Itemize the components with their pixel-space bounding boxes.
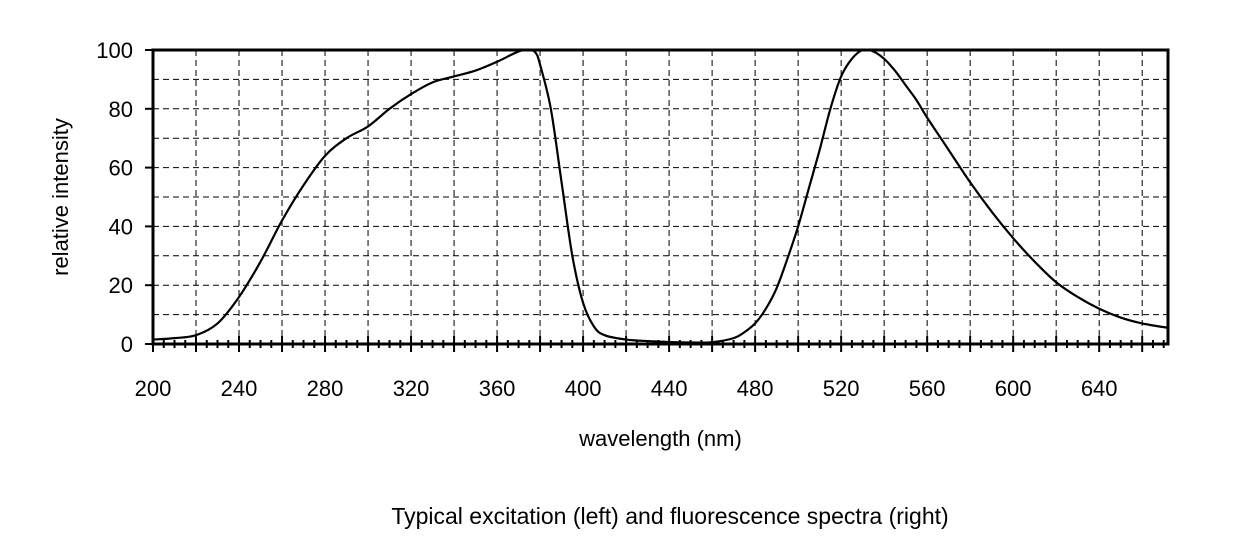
plot-frame [151,48,1170,346]
grid-lines [153,50,1168,344]
x-tick-label: 600 [995,376,1032,401]
x-tick-label: 560 [909,376,946,401]
curves [151,48,1170,344]
x-tick-label: 520 [823,376,860,401]
minor-ticks [145,49,1165,352]
x-tick-label: 640 [1081,376,1118,401]
y-tick-label: 40 [109,214,133,239]
x-axis-label: wavelength (nm) [578,426,742,451]
y-tick-label: 80 [109,97,133,122]
x-tick-labels: 200 240 280 320 360 400 440 480 520 560 600 640 [135,376,1118,401]
x-tick-label: 360 [479,376,516,401]
x-tick-label: 400 [565,376,602,401]
y-axis-label: relative intensity [48,118,73,276]
x-tick-label: 240 [221,376,258,401]
x-tick-label: 280 [307,376,344,401]
chart-caption: Typical excitation (left) and fluorescen… [391,503,948,529]
y-tick-label: 20 [109,273,133,298]
x-tick-label: 440 [651,376,688,401]
x-tick-label: 480 [737,376,774,401]
x-tick-label: 320 [393,376,430,401]
excitation-curve [151,48,714,344]
y-tick-label: 60 [109,156,133,181]
x-tick-label: 200 [135,376,172,401]
y-tick-label: 100 [96,38,133,63]
y-tick-labels: 0 20 40 60 80 100 [96,38,133,357]
fluorescence-curve [668,48,1170,344]
y-tick-label: 0 [121,332,133,357]
